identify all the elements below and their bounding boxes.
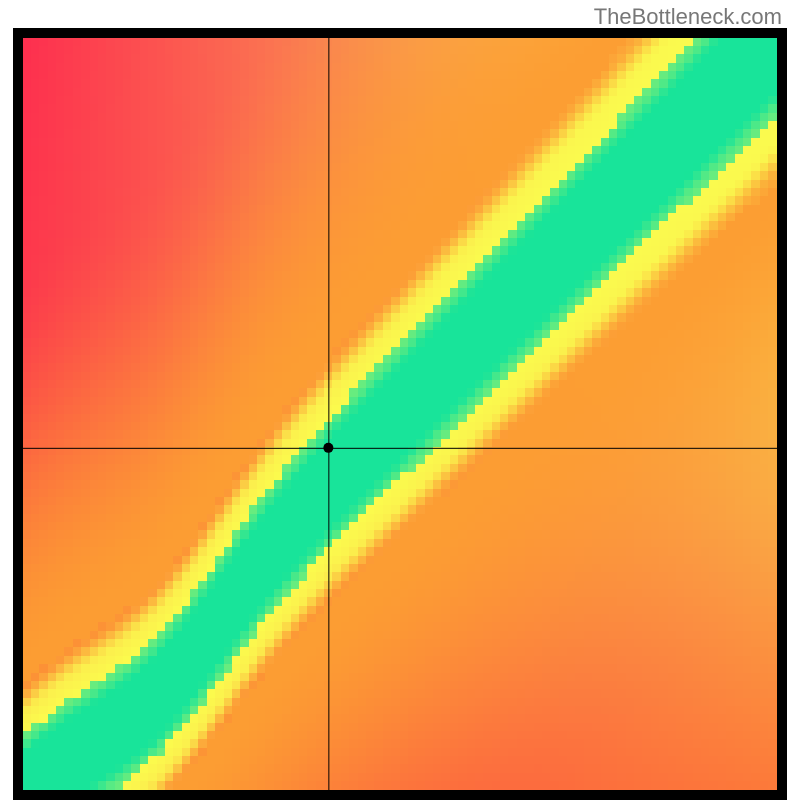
heatmap-canvas xyxy=(13,28,787,800)
chart-container: TheBottleneck.com xyxy=(0,0,800,800)
watermark-text: TheBottleneck.com xyxy=(594,4,782,30)
heatmap-area xyxy=(13,28,787,800)
